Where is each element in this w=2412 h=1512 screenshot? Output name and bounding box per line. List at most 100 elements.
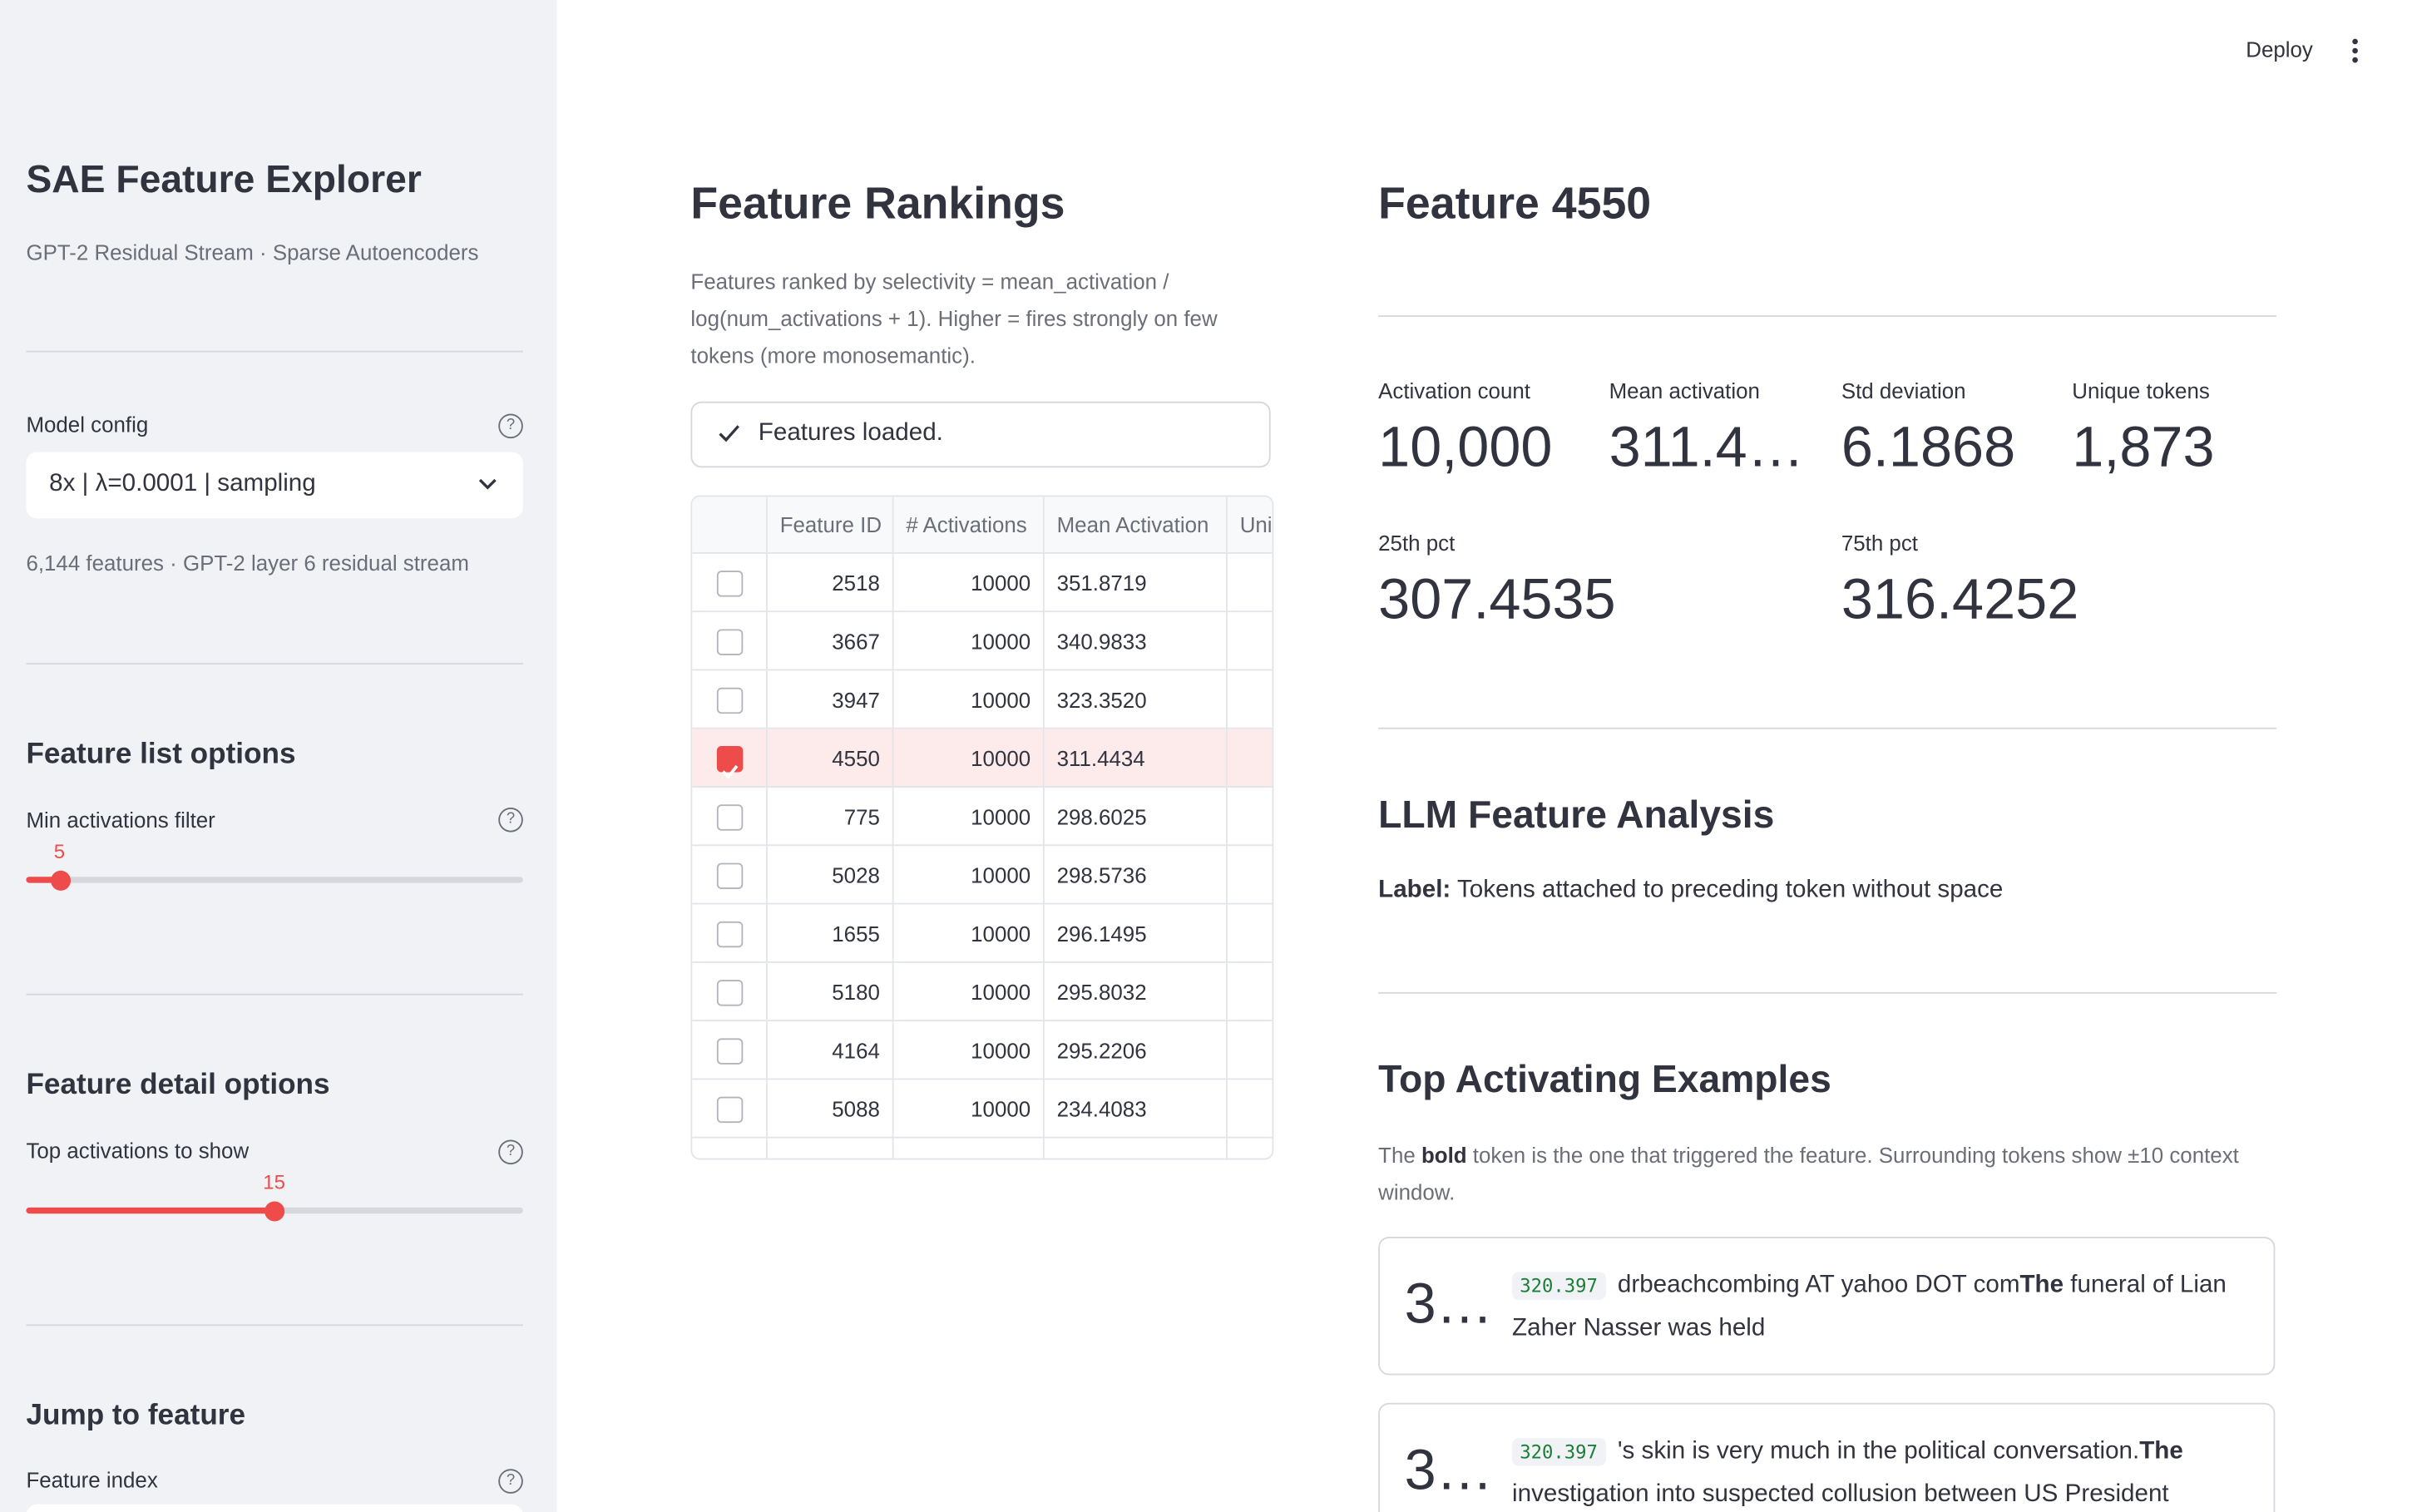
model-select-value: 8x | λ=0.0001 | sampling	[49, 470, 316, 497]
table-cell: 10000	[893, 904, 1045, 963]
example-score: 320.397	[1512, 1438, 1606, 1466]
table-cell: 4164	[767, 1021, 894, 1080]
example-card: 3… 320.397 's skin is very much in the pol…	[1378, 1402, 2276, 1512]
row-checkbox[interactable]	[716, 980, 744, 1006]
help-icon[interactable]: ?	[498, 807, 523, 833]
table-cell: 5028	[767, 846, 894, 905]
table-cell: 10000	[893, 1080, 1045, 1139]
table-cell: 311.4434	[1044, 729, 1228, 788]
column-header[interactable]: Mean Activation	[1044, 497, 1228, 554]
row-checkbox[interactable]	[716, 804, 744, 831]
table-cell: 340.9833	[1044, 612, 1228, 671]
table-cell	[1227, 729, 1273, 788]
header-cell	[692, 497, 768, 554]
slider-label: Top activations to show	[26, 1138, 250, 1164]
rankings-table: Feature ID # Activations Mean Activation Un…	[690, 495, 1274, 1160]
check-icon	[719, 425, 739, 442]
table-cell	[1227, 963, 1273, 1022]
table-cell: 298.5736	[1044, 846, 1228, 905]
row-checkbox[interactable]	[716, 862, 744, 890]
column-header[interactable]: Feature ID	[767, 497, 894, 554]
example-rank: 3…	[1404, 1438, 1494, 1502]
table-cell	[1227, 1021, 1273, 1080]
table-cell: 295.2206	[1044, 1021, 1228, 1080]
table-cell: 10000	[893, 670, 1045, 729]
context-after: investigation into suspected collusion b…	[1512, 1481, 2169, 1508]
metric-value: 307.4535	[1378, 567, 1616, 631]
context-after: funeral of Lian Zaher Nasser was held	[1512, 1272, 2227, 1342]
feature-index-input[interactable]	[26, 1504, 523, 1512]
row-checkbox[interactable]	[716, 687, 744, 714]
table-cell: 10000	[893, 729, 1045, 788]
context-before: drbeachcombing AT yahoo DOT com	[1617, 1272, 2020, 1298]
table-cell: 10000	[893, 787, 1045, 847]
table-cell	[1227, 846, 1273, 905]
divider	[26, 663, 523, 665]
example-text: 320.397 's skin is very much in the polit…	[1512, 1430, 2251, 1512]
divider	[1378, 315, 2277, 317]
slider-track[interactable]	[26, 877, 523, 883]
table-cell: 323.3520	[1044, 670, 1228, 729]
row-checkbox[interactable]	[716, 1096, 744, 1124]
example-rank: 3…	[1404, 1272, 1494, 1336]
help-icon[interactable]: ?	[498, 1139, 523, 1165]
metric-label: 25th pct	[1378, 531, 1456, 556]
row-select-cell	[692, 729, 768, 788]
table-cell	[1227, 1080, 1273, 1139]
caption-text: token is the one that triggered the feat…	[1378, 1143, 2239, 1205]
example-score: 320.397	[1512, 1272, 1606, 1300]
table-cell: 10000	[893, 553, 1045, 613]
table-cell	[1227, 612, 1273, 671]
metric-label: Unique tokens	[2072, 378, 2210, 403]
row-checkbox[interactable]	[716, 1038, 744, 1065]
sidebar-subtitle: GPT-2 Residual Stream · Sparse Autoencod…	[26, 240, 479, 265]
table-cell: 5180	[767, 962, 894, 1022]
model-config-label: Model config	[26, 412, 149, 437]
metric-value: 311.4…	[1609, 415, 1805, 479]
caption-text: The	[1378, 1143, 1421, 1168]
row-checkbox[interactable]	[716, 629, 744, 655]
section-heading: Jump to feature	[26, 1400, 246, 1432]
slider-thumb[interactable]	[51, 870, 72, 891]
chevron	[478, 478, 497, 490]
model-config-caption: 6,144 features · GPT-2 layer 6 residual …	[26, 551, 469, 576]
analysis-heading: LLM Feature Analysis	[1378, 793, 1775, 838]
trigger-token: The	[2019, 1272, 2064, 1298]
table-cell: 351.8719	[1044, 553, 1228, 613]
table-cell: 2518	[767, 553, 894, 613]
rankings-title: Feature Rankings	[690, 180, 1065, 230]
table-cell: 1655	[767, 904, 894, 963]
model-select[interactable]: 8x | λ=0.0001 | sampling	[26, 452, 523, 519]
table-cell: 298.6025	[1044, 787, 1228, 847]
table-cell: 3667	[767, 612, 894, 671]
table-cell	[1227, 905, 1273, 963]
row-select-cell	[692, 962, 768, 1022]
table-cell: 775	[767, 787, 894, 847]
slider-thumb[interactable]	[264, 1201, 285, 1222]
menu-button[interactable]	[2347, 36, 2362, 67]
status-text: Features loaded.	[758, 419, 943, 447]
row-select-cell	[692, 553, 768, 613]
table-cell	[692, 1138, 768, 1159]
help-icon[interactable]: ?	[498, 1469, 523, 1494]
slider-value: 5	[53, 839, 66, 863]
table-cell	[894, 1138, 1045, 1159]
section-heading: Feature detail options	[26, 1069, 330, 1102]
table-cell	[1227, 670, 1273, 729]
table-cell	[1227, 554, 1273, 613]
deploy-button[interactable]: Deploy	[2246, 37, 2313, 62]
slider-label: Min activations filter	[26, 807, 215, 833]
rankings-description: Features ranked by selectivity = mean_ac…	[690, 269, 1218, 368]
label-text: Tokens attached to preceding token witho…	[1456, 877, 2004, 903]
table-cell	[1045, 1138, 1228, 1159]
column-header[interactable]: # Activations	[893, 497, 1045, 554]
metric-label: 75th pct	[1841, 531, 1918, 556]
row-checkbox[interactable]	[716, 921, 744, 948]
table-cell: 10000	[893, 962, 1045, 1022]
column-header[interactable]: Uni	[1227, 497, 1273, 554]
row-checkbox[interactable]	[716, 746, 744, 779]
table-cell	[768, 1138, 894, 1159]
input-label: Feature index	[26, 1467, 158, 1493]
row-checkbox[interactable]	[716, 571, 744, 597]
help-icon[interactable]: ?	[498, 413, 523, 439]
